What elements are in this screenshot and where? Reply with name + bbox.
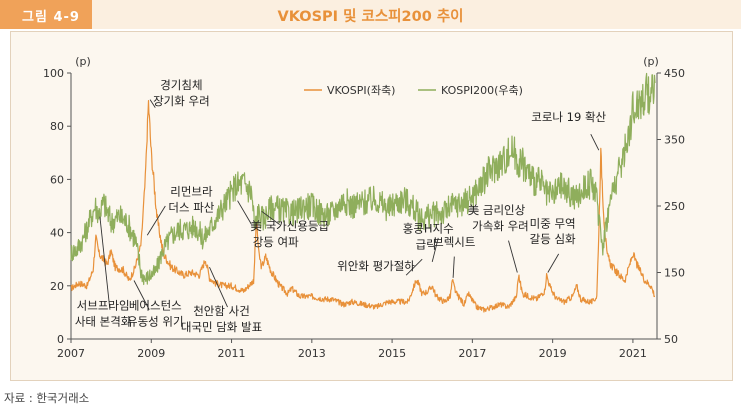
- x-tick-label: 2011: [218, 347, 246, 360]
- annotation-label: 코로나 19 확산: [531, 110, 606, 124]
- annotation-arrow: [133, 280, 150, 310]
- annotation-label: 美 금리인상: [468, 203, 526, 217]
- legend-label-vkospi: VKOSPI(좌축): [327, 84, 395, 97]
- annotation-arrow: [508, 240, 518, 273]
- legend-label-kospi200: KOSPI200(우축): [441, 84, 523, 97]
- annotation-label: 가속화 우려: [472, 219, 529, 233]
- annotation-label: 급락: [416, 238, 438, 252]
- annotation-label: 강등 여파: [253, 235, 299, 249]
- annotation-arrow: [547, 253, 560, 273]
- x-tick-label: 2021: [619, 347, 647, 360]
- annotation-arrow: [237, 200, 253, 225]
- x-tick-label: 2017: [458, 347, 486, 360]
- x-tick-label: 2013: [298, 347, 326, 360]
- left-unit-label: (p): [75, 55, 91, 68]
- right-tick-label: 250: [664, 200, 685, 213]
- left-tick-label: 100: [43, 67, 64, 80]
- annotation-arrow: [146, 205, 166, 236]
- header-band: [0, 0, 741, 29]
- annotation-arrow: [431, 237, 439, 262]
- x-tick-label: 2007: [57, 347, 85, 360]
- annotation-label: 대국민 담화 발표: [181, 320, 262, 334]
- annotation-label: 장기화 우려: [153, 94, 210, 108]
- right-tick-label: 350: [664, 134, 685, 147]
- left-tick-label: 20: [50, 280, 64, 293]
- annotation-label: 사태 본격화: [75, 315, 132, 329]
- chart-title: VKOSPI 및 코스피200 추이: [277, 9, 464, 25]
- kospi200-series-line: [70, 72, 656, 286]
- annotation-arrow: [405, 258, 423, 276]
- x-tick-label: 2015: [378, 347, 406, 360]
- annotation-arrow: [452, 256, 455, 278]
- annotation-label: 베어스턴스: [129, 299, 182, 313]
- annotation-label: 경기침체: [160, 78, 202, 92]
- right-tick-label: 150: [664, 267, 685, 280]
- left-tick-label: 60: [50, 173, 64, 186]
- left-tick-label: 80: [50, 120, 64, 133]
- source-note: 자료 : 한국거래소: [4, 391, 90, 405]
- annotation-arrow: [261, 210, 280, 225]
- annotation-label: 美 국가신용등급: [250, 219, 329, 233]
- annotation-label: 브렉시트: [433, 235, 475, 249]
- annotation-label: 서브프라임: [77, 299, 130, 313]
- annotation-arrow: [149, 99, 156, 108]
- annotation-label: 홍콩H지수: [403, 222, 454, 236]
- annotation-arrow: [590, 133, 600, 151]
- left-tick-label: 40: [50, 227, 64, 240]
- annotation-label: 위안화 평가절하: [337, 259, 415, 273]
- right-unit-label: (p): [643, 55, 659, 68]
- figure-label: 그림 4-9: [22, 10, 80, 25]
- x-tick-label: 2009: [137, 347, 165, 360]
- right-tick-label: 450: [664, 67, 685, 80]
- annotation-arrow: [99, 216, 111, 310]
- vkospi-series-line: [70, 100, 656, 313]
- left-tick-label: 0: [57, 333, 64, 346]
- annotation-label: 미중 무역: [530, 216, 576, 230]
- right-tick-label: 50: [664, 333, 678, 346]
- annotation-arrow: [209, 266, 228, 308]
- x-tick-label: 2019: [539, 347, 567, 360]
- annotation-label: 더스 파산: [168, 200, 214, 214]
- annotation-label: 천안함 사건: [193, 304, 250, 318]
- annotation-label: 갈등 심화: [530, 232, 576, 246]
- figure-label-badge: 그림 4-9: [0, 0, 92, 29]
- annotation-label: 리먼브라: [170, 184, 213, 198]
- annotation-label: 유동성 위기: [127, 315, 184, 329]
